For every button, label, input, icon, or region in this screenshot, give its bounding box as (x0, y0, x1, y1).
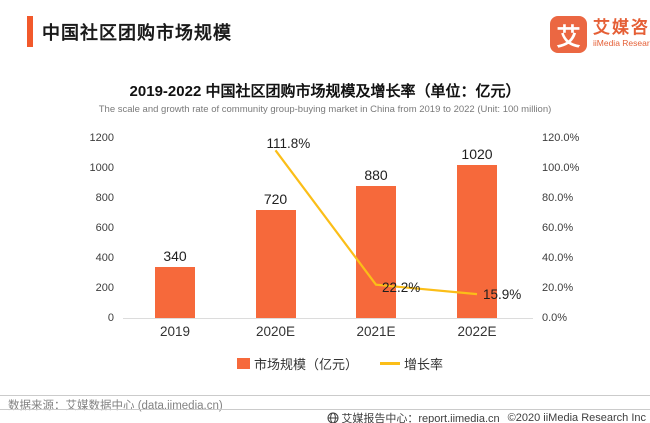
bar-value-label: 880 (364, 167, 388, 183)
y-axis-left-tick: 600 (95, 222, 114, 234)
page-title: 中国社区团购市场规模 (42, 23, 232, 43)
y-axis-right-tick: 20.0% (542, 282, 574, 294)
globe-icon (327, 412, 339, 423)
legend-bar-swatch (237, 358, 250, 369)
report-footer-bar: 艾媒报告中心：report.iimedia.cn ©2020 iiMedia R… (327, 410, 646, 423)
x-axis-label: 2019 (159, 324, 191, 339)
y-axis-left-tick: 400 (95, 252, 114, 264)
legend-line-label: 增长率 (404, 357, 444, 372)
y-axis-right-tick: 60.0% (542, 222, 574, 234)
y-axis-left-tick: 1000 (89, 162, 114, 174)
copyright-text: ©2020 iiMedia Research Inc (507, 412, 646, 423)
data-source-note: 数据来源：艾媒数据中心 (data.iimedia.cn) (8, 400, 223, 412)
chart-subtitle: The scale and growth rate of community g… (98, 104, 552, 115)
y-axis-right-tick: 100.0% (542, 162, 580, 174)
y-axis-left-tick: 1200 (89, 132, 114, 144)
logo-name-cn: 艾媒咨询 (593, 18, 650, 37)
growth-rate-label: 22.2% (382, 279, 421, 295)
y-axis-right-tick: 120.0% (542, 132, 580, 144)
y-axis-left-tick: 200 (95, 282, 114, 294)
x-axis-line (123, 318, 533, 319)
footer-divider-bottom (0, 409, 650, 410)
logo-name-en: iiMedia Research (593, 38, 650, 48)
growth-rate-label: 15.9% (483, 287, 522, 303)
y-axis-right-tick: 40.0% (542, 252, 574, 264)
x-axis-label: 2020E (255, 324, 296, 339)
legend-bar-label: 市场规模（亿元） (254, 357, 359, 372)
x-axis-label: 2021E (356, 324, 396, 339)
growth-rate-label: 111.8% (266, 136, 311, 152)
legend-line-swatch (380, 362, 401, 365)
iimedia-logo: 艾 艾媒咨询 iiMedia Research (550, 16, 650, 53)
y-axis-left-tick: 0 (107, 312, 114, 324)
footer-divider-top (0, 395, 650, 396)
y-axis-left-tick: 800 (95, 192, 114, 204)
title-accent-bar (27, 16, 33, 47)
chart-title: 2019-2022 中国社区团购市场规模及增长率（单位：亿元） (129, 83, 521, 100)
x-axis-label: 2022E (457, 324, 497, 339)
chart-legend: 市场规模（亿元） 增长率 (237, 354, 443, 373)
y-axis-right-tick: 80.0% (542, 192, 574, 204)
y-axis-right-tick: 0.0% (542, 312, 568, 324)
report-center-text: 艾媒报告中心：report.iimedia.cn (341, 413, 500, 423)
bar (356, 186, 396, 318)
bar-value-label: 1020 (461, 146, 493, 162)
bar-value-label: 720 (263, 191, 288, 207)
bar-value-label: 340 (163, 248, 187, 264)
logo-mark-icon: 艾 (550, 16, 587, 53)
bar (255, 210, 296, 318)
bar (155, 267, 195, 318)
